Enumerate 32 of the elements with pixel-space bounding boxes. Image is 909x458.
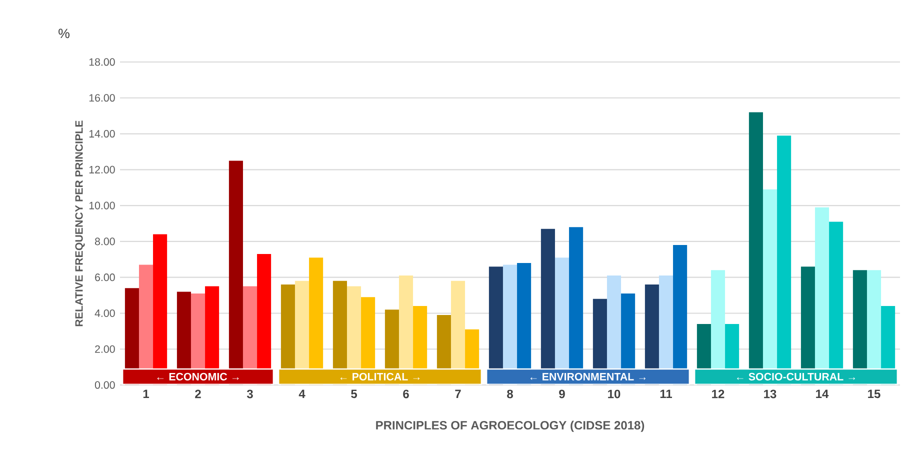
- x-tick-label: 5: [351, 390, 358, 398]
- band-label: ← POLITICAL →: [340, 372, 420, 380]
- x-tick-label: 12: [712, 390, 724, 398]
- y-tick-label: 6.00: [95, 274, 115, 282]
- x-tick-label: 15: [868, 390, 880, 398]
- y-axis-title: RELATIVE FREQUENCY PER PRINCIPLE: [75, 120, 85, 326]
- band-label: ← SOCIO-CULTURAL →: [736, 372, 856, 380]
- band-label: ← ECONOMIC →: [157, 372, 239, 380]
- text: %: [58, 28, 70, 38]
- x-tick-label: 8: [507, 390, 513, 398]
- y-tick-label: 14.00: [89, 130, 115, 138]
- x-axis-title: PRINCIPLES OF AGROECOLOGY (CIDSE 2018): [376, 420, 644, 432]
- x-tick-label: 14: [816, 390, 829, 398]
- x-tick-label: 2: [195, 390, 201, 398]
- y-tick-label: 16.00: [89, 94, 115, 102]
- x-tick-label: 4: [298, 390, 306, 398]
- y-tick-label: 2.00: [95, 345, 115, 353]
- x-tick-label: 10: [608, 390, 620, 398]
- x-tick-label: 7: [455, 390, 461, 398]
- y-tick-label: 8.00: [94, 238, 115, 246]
- y-tick-label: 18.00: [89, 58, 115, 66]
- y-tick-label: 0.00: [94, 381, 115, 389]
- y-tick-label: 4.00: [94, 309, 115, 317]
- x-tick-label: 3: [246, 390, 253, 398]
- x-tick-label: 9: [559, 390, 565, 398]
- band-label: ← ENVIRONMENTAL →: [530, 372, 646, 380]
- x-tick-label: 6: [403, 390, 409, 398]
- x-tick-label: 11: [660, 390, 672, 398]
- x-tick-label: 13: [764, 390, 776, 398]
- y-tick-label: 10.00: [89, 202, 115, 210]
- y-tick-label: 12.00: [89, 166, 115, 174]
- x-tick-label: 1: [143, 390, 150, 398]
